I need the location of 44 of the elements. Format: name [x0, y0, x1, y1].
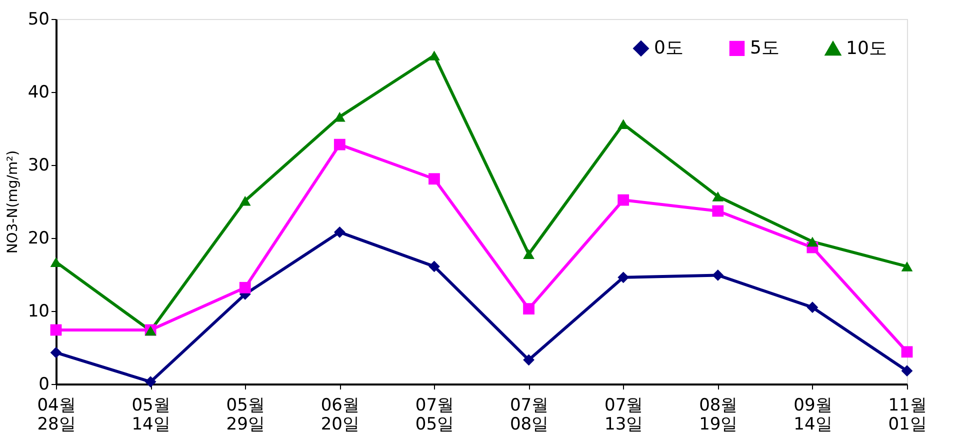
point — [618, 194, 630, 206]
y-tick-label: 40 — [28, 82, 50, 102]
y-tick-label: 10 — [28, 302, 50, 322]
point — [712, 270, 724, 281]
legend-label: 5도 — [750, 37, 780, 58]
y-tick-label: 20 — [28, 228, 50, 248]
x-tick-label: 07월 13일 — [604, 396, 644, 434]
point — [901, 365, 913, 377]
x-tick-label: 04월 28일 — [37, 396, 76, 434]
point — [618, 272, 630, 284]
x-tick-label: 11월 01일 — [888, 396, 927, 434]
x-tick-label: 05월 29일 — [226, 396, 265, 434]
x-tick-label: 08월 19일 — [699, 396, 738, 434]
point — [50, 257, 62, 268]
point — [712, 191, 724, 202]
x-tick-label: 09월 14일 — [794, 396, 832, 434]
legend-label: 0도 — [654, 37, 684, 58]
point — [523, 354, 534, 366]
point — [712, 205, 724, 217]
point — [806, 302, 818, 314]
point — [239, 196, 251, 206]
x-tick-label: 07월 08일 — [510, 396, 549, 434]
y-tick-label: 50 — [28, 10, 50, 30]
point — [523, 249, 534, 259]
point — [50, 346, 62, 358]
point — [239, 282, 251, 294]
point — [50, 324, 62, 336]
point — [428, 173, 440, 185]
point — [428, 260, 440, 272]
point — [806, 236, 818, 247]
y-tick-label: 30 — [28, 156, 50, 176]
point — [428, 50, 440, 60]
y-axis-title: NO3-N(mg/m²) — [4, 150, 21, 254]
point — [334, 226, 346, 238]
point — [334, 138, 346, 150]
x-tick-label: 06월 20일 — [320, 396, 360, 434]
y-tick-label: 0 — [38, 374, 50, 394]
legend-label: 10도 — [846, 38, 887, 59]
point — [144, 376, 156, 388]
x-tick-label: 05월 14일 — [132, 396, 170, 434]
x-tick-label: 07월 05일 — [415, 396, 454, 434]
point — [523, 303, 534, 315]
point — [901, 262, 913, 272]
point — [901, 346, 913, 358]
